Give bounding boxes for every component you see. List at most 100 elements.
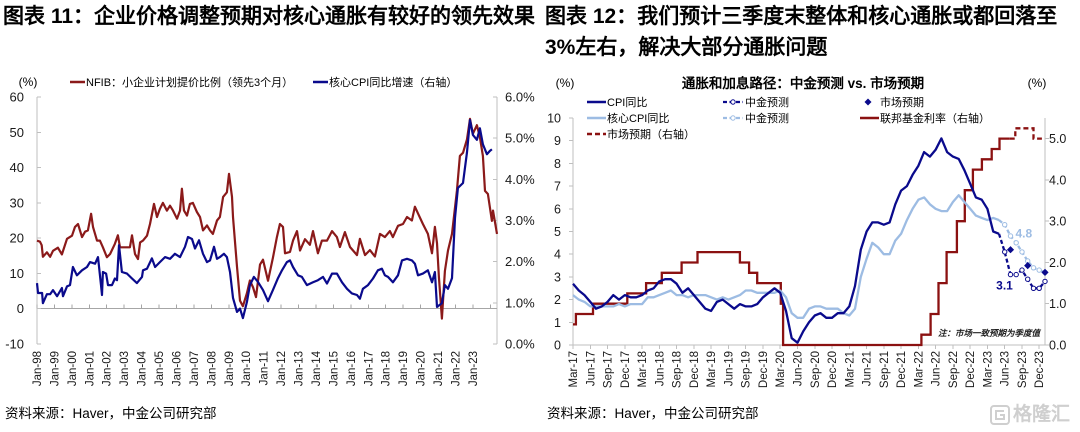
left-y-tick-label: -10 [5,337,24,352]
series-line-core_cpi [35,119,493,320]
x-tick-label: Jun-17 [585,351,597,386]
x-tick-label: Jan-01 [84,351,96,386]
legend-label-core-cpi: 核心CPI同比 [607,111,669,125]
chart-annotation-note: 注：市场一致预期为季度值 [938,328,1042,338]
legend-item-core-cpi: 核心CPI同比 [587,111,669,125]
left-y-tick-label: 0 [17,301,24,316]
marker-core_fc [1002,222,1008,228]
x-tick-label: Jan-10 [241,351,253,386]
series-line-core [572,194,1000,319]
x-tick-label: Jan-05 [154,351,166,386]
x-tick-label: Sep-19 [741,351,753,388]
x-tick-label: Jan-09 [224,351,236,386]
x-tick-label: Sep-22 [948,351,960,388]
marker-cpi_fc [1030,285,1037,291]
marker-cpi_fc [1013,271,1019,278]
figure-12-heading-line-2: 3%左右，解决大部分通胀问题 [545,36,828,59]
x-tick-label: Jan-04 [137,350,149,386]
marker-cpi_fc [1025,276,1031,282]
x-tick-label: Jun-23 [1000,351,1012,386]
left-y-tick-label: 5 [554,225,561,239]
marker-core_fc [1030,265,1037,271]
marker-cpi_fc [1019,267,1025,273]
legend-item-core-forecast: 中金预测 [723,111,789,125]
left-y-tick-label: 3 [554,270,561,284]
x-tick-label: Jan-20 [416,351,428,386]
legend-label-cpi: CPI同比 [607,96,647,109]
marker-core_fc [1007,233,1014,239]
legend-label-cpi-forecast: 中金预测 [745,95,789,109]
series-step-ffr [573,137,1010,347]
x-tick-label: Mar-18 [637,351,649,387]
marker-cpi_fc [1036,285,1042,291]
watermark: 格隆汇 [990,404,1070,426]
x-tick-label: Jan-03 [119,351,131,386]
x-tick-label: Jan-17 [363,351,375,386]
legend-item-cpi-market: 市场预期 [864,95,924,109]
figure-12-source: 资料来源：Haver，中金公司研究部 [547,406,759,421]
left-y-tick-label: 9 [554,134,561,148]
figure-11-source: 资料来源：Haver，中金公司研究部 [5,406,217,421]
x-tick-label: Jan-19 [398,351,410,386]
legend-label-nfib: NFIB：小企业计划提价比例（领先3个月） [86,75,293,89]
x-tick-label: Dec-21 [896,351,908,388]
legend-item-nfib: NFIB：小企业计划提价比例（领先3个月） [70,75,293,89]
left-y-tick-label: 1 [554,316,561,330]
left-y-tick-label: 10 [547,112,561,126]
legend-marker-core-forecast [730,115,736,121]
x-tick-label: Sep-20 [810,351,822,388]
plot-area [35,117,499,320]
x-tick-label: Jun-18 [654,351,666,386]
x-tick-label: Dec-18 [689,351,701,388]
legend-item-core-cpi: 核心CPI同比增速（右轴） [313,75,457,89]
right-y-tick-label: 3.0 [1049,215,1066,229]
right-y-tick-label: 0.0% [505,337,535,352]
right-y-tick-label: 6.0% [505,90,535,105]
marker-cpi_fc [1002,249,1008,255]
x-tick-label: Dec-23 [1034,351,1046,388]
right-y-tick-label: 2.0 [1049,256,1066,270]
x-tick-label: Sep-21 [879,351,891,388]
x-tick-label: Jan-00 [67,351,79,386]
x-tick-label: Mar-17 [568,351,580,387]
x-tick-label: Jan-99 [49,351,61,386]
x-tick-label: Mar-23 [982,351,994,387]
legend-marker-cpi-market [864,98,872,106]
figure-11-heading: 图表 11：企业价格调整预期对核心通胀有较好的领先效果 [3,5,536,28]
legend-label-core-cpi: 核心CPI同比增速（右轴） [329,75,457,89]
legend: CPI同比 中金预测 市场预期 核心CPI同比 中金预测 联邦基金利率（右轴） … [587,95,990,141]
x-tick-label: Sep-18 [672,351,684,388]
x-tick-label: Jan-21 [433,351,445,386]
marker-cpi_fc [1007,271,1014,278]
plot-area: 4.8 3.1 注：市场一致预期为季度值 [572,127,1049,347]
axes: 60 50 40 30 20 10 0 -10 6.0% 5.0% 4.0% 3.0% 2.0% 1.0%… [5,90,535,387]
legend-label-cpi-market: 市场预期 [880,95,924,109]
chart-12-inflation-and-rate-path: (%) (%) 通胀和加息路径：中金预测 vs. 市场预期 CPI同比 中金预测… [547,75,1066,389]
series-line-nfib [36,117,499,320]
x-tick-label: Mar-19 [706,351,718,387]
left-y-tick-label: 40 [10,160,24,175]
legend-item-fed-funds-market: 市场预期（右轴） [587,127,695,141]
right-y-tick-label: 4.0% [505,172,535,187]
marker-core_fc [1019,249,1025,255]
legend-label-fed-funds-market: 市场预期（右轴） [607,127,695,141]
data-label-cpi_fc: 3.1 [996,279,1013,293]
left-y-tick-label: 60 [10,90,24,105]
right-y-tick-label: 0.0 [1049,339,1066,353]
x-tick-label: Jan-08 [206,351,218,386]
legend-label-core-forecast: 中金预测 [745,111,789,125]
x-tick-label: Jan-06 [172,351,184,386]
legend-item-cpi-forecast: 中金预测 [723,95,789,109]
marker-core_fc [1036,267,1042,273]
x-tick-label: Jan-98 [32,351,44,386]
right-y-tick-label: 5.0 [1049,132,1066,146]
left-y-tick-label: 4 [554,248,561,262]
x-tick-label: Sep-17 [603,351,615,388]
right-y-tick-label: 1.0 [1049,297,1066,311]
x-tick-label: Jan-23 [468,351,480,386]
x-tick-label: Jun-21 [862,351,874,386]
left-y-tick-label: 20 [10,231,24,246]
right-y-tick-label: 4.0 [1049,173,1066,187]
left-y-tick-label: 7 [554,180,561,194]
